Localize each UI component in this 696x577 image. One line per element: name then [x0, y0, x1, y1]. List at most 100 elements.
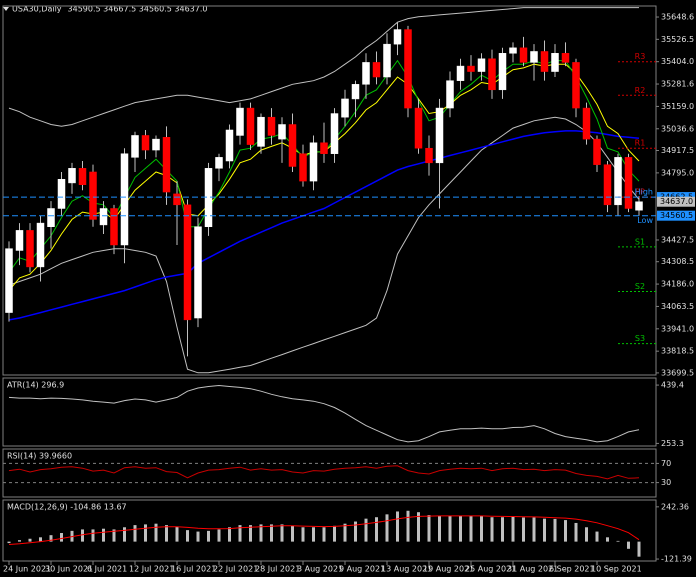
macd-bar	[406, 510, 410, 542]
candle-body	[57, 179, 66, 209]
macd-bar	[144, 524, 147, 542]
panel-title: ATR(14) 296.9	[7, 381, 64, 390]
x-tick-label: 16 Jul 2021	[171, 565, 216, 574]
macd-bar	[217, 529, 221, 542]
candle-body	[603, 164, 612, 206]
x-tick-label: 31 Aug 2021	[507, 565, 558, 574]
candle-body	[68, 168, 76, 184]
candle-body	[330, 113, 339, 154]
candle-body	[341, 98, 349, 118]
macd-bar	[511, 516, 515, 542]
macd-bar	[616, 540, 620, 542]
pivot-label: S3	[635, 334, 645, 343]
macd-bar	[375, 517, 378, 542]
macd-bar	[532, 517, 536, 542]
macd-bar	[301, 527, 305, 542]
y-tick-label: 33818.5	[661, 347, 694, 356]
x-tick-label: 6 Sep 2021	[549, 565, 595, 574]
candle-body	[246, 107, 255, 145]
candle-body	[362, 62, 370, 85]
macd-bar	[333, 525, 336, 542]
macd-bar	[81, 529, 84, 542]
y-tick-label: 35159.0	[661, 102, 694, 111]
y-tick-label: 35526.5	[661, 35, 694, 44]
pivot-label: S1	[635, 237, 645, 246]
ohlc-readout: 34590.5 34667.5 34560.5 34637.0	[68, 5, 208, 14]
macd-bar	[175, 526, 179, 542]
candle-body	[393, 29, 402, 45]
candle-body	[299, 153, 307, 182]
candle-body	[15, 230, 24, 251]
candle-body	[278, 124, 286, 140]
y-tick-label: 34795.0	[661, 168, 694, 177]
candle-body	[414, 107, 423, 149]
candle-body	[498, 53, 507, 91]
y-tick-label: 35036.6	[661, 124, 694, 133]
y-tick-label: 253.3	[661, 439, 684, 448]
macd-bar	[501, 517, 504, 542]
indicator-line	[8, 7, 639, 127]
macd-bar	[585, 527, 588, 542]
x-tick-label: 12 Jul 2021	[129, 565, 174, 574]
macd-bar	[123, 527, 126, 542]
macd-bar	[49, 535, 53, 542]
indicator-line	[8, 384, 640, 443]
macd-bar	[417, 512, 420, 542]
candle-body	[509, 47, 517, 54]
last-price-label: 34637.0	[660, 197, 693, 206]
candle-body	[225, 129, 234, 162]
macd-bar	[154, 523, 158, 542]
candle-body	[89, 171, 97, 220]
candle-body	[47, 208, 55, 227]
y-tick-label: 33699.5	[661, 368, 694, 377]
macd-bar	[574, 522, 578, 542]
y-tick-label: -121.39	[661, 555, 692, 564]
macd-bar	[322, 527, 326, 542]
x-tick-label: 3 Aug 2021	[297, 565, 343, 574]
macd-bar	[259, 524, 263, 542]
x-tick-label: 22 Jul 2021	[213, 565, 258, 574]
macd-bar	[427, 515, 431, 542]
symbol-menu-icon[interactable]	[3, 7, 9, 11]
macd-bar	[459, 515, 462, 542]
y-tick-label: 34917.5	[661, 146, 694, 155]
price-line-box	[657, 210, 695, 221]
candle-body	[467, 65, 475, 72]
candle-body	[351, 84, 360, 100]
macd-bar	[354, 521, 357, 542]
y-tick-label: 242.36	[661, 502, 689, 511]
candle-body	[152, 138, 160, 151]
macd-bar	[637, 541, 641, 557]
y-tick-label: 439.4	[661, 381, 684, 390]
indicator-line	[8, 465, 640, 480]
macd-bar	[291, 525, 294, 542]
y-tick-label: 35648.6	[661, 13, 694, 22]
y-tick-label: 35281.6	[661, 80, 694, 89]
macd-bar	[385, 514, 389, 542]
candle-body	[540, 51, 549, 72]
macd-bar	[186, 530, 189, 542]
macd-bar	[627, 541, 630, 549]
macd-bar	[228, 527, 231, 542]
candle-body	[183, 204, 192, 321]
candle-body	[120, 153, 129, 246]
candle-body	[99, 208, 108, 226]
macd-bar	[564, 520, 567, 542]
y-tick-label: 34427.5	[661, 235, 694, 244]
x-tick-label: 10 Sep 2021	[591, 565, 642, 574]
candle-body	[372, 62, 381, 78]
y-tick-label: 30	[661, 478, 671, 487]
macd-bar	[102, 528, 105, 542]
candle-body	[36, 222, 45, 268]
candle-body	[425, 147, 433, 164]
macd-bar	[543, 518, 546, 542]
macd-bar	[448, 515, 452, 542]
y-tick-label: 33941.0	[661, 324, 694, 333]
macd-bar	[438, 515, 441, 542]
candle-body	[582, 107, 591, 140]
y-tick-label: 34186.0	[661, 280, 694, 289]
macd-bar	[490, 517, 494, 542]
y-tick-label: 70	[661, 459, 671, 468]
